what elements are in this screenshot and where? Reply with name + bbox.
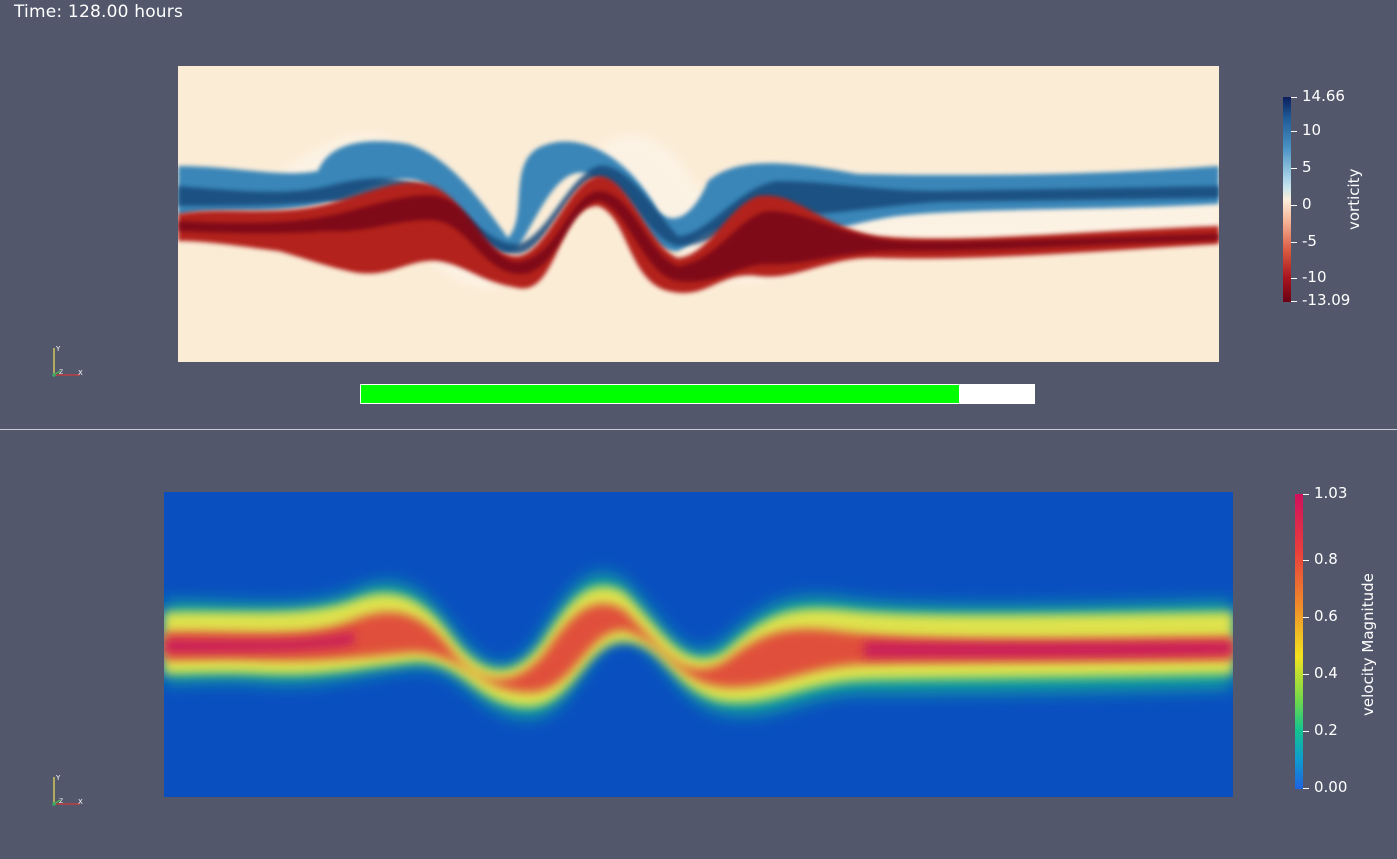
axis-z-label: Z <box>59 369 63 376</box>
time-annotation: Time: 128.00 hours <box>14 2 184 22</box>
vorticity-colorbar[interactable]: vorticity 14.66 10 5 0 -5 -10 -13.09 <box>1283 89 1363 308</box>
vorticity-plot <box>178 66 1219 362</box>
vorticity-colorbar-tick <box>1291 205 1297 206</box>
velocity-colorbar-tick-label: 0.6 <box>1314 607 1338 625</box>
axis-y-label: Y <box>55 345 61 353</box>
vorticity-colorbar-tick <box>1291 168 1297 169</box>
velocity-core-magenta <box>164 632 1233 657</box>
axis-y-label: Y <box>55 774 61 782</box>
vorticity-core-blue <box>178 165 1219 254</box>
vorticity-core-red <box>178 191 1219 282</box>
velocity-plot <box>164 492 1233 797</box>
progress-bar <box>360 384 1035 404</box>
velocity-colorbar-gradient <box>1295 494 1303 789</box>
orientation-axes-bottom: Y Z X <box>48 773 88 813</box>
positive-vorticity-band <box>178 141 1219 254</box>
progress-bar-fill <box>361 385 960 403</box>
velocity-colorbar-tick-label: 0.00 <box>1314 778 1348 796</box>
vorticity-colorbar-tick-label: 10 <box>1302 121 1322 139</box>
axis-x-label: X <box>78 798 83 806</box>
velocity-colorbar-tick <box>1303 560 1309 561</box>
vorticity-colorbar-tick-label: -5 <box>1302 232 1317 250</box>
velocity-colorbar[interactable]: velocity Magnitude 1.03 0.8 0.6 0.4 0.2 0.00 <box>1295 486 1395 795</box>
velocity-colorbar-tick-label: 0.8 <box>1314 550 1338 568</box>
orientation-axes-top: Y Z X <box>48 344 88 384</box>
viewport-divider[interactable] <box>0 429 1397 430</box>
vorticity-colorbar-tick-label: 14.66 <box>1302 87 1345 105</box>
velocity-colorbar-tick <box>1303 788 1309 789</box>
velocity-colorbar-tick <box>1303 674 1309 675</box>
axis-x-label: X <box>78 369 83 377</box>
velocity-colorbar-tick-label: 1.03 <box>1314 484 1348 502</box>
velocity-high-region <box>164 586 1233 708</box>
vorticity-colorbar-tick-label: -10 <box>1302 268 1327 286</box>
velocity-colorbar-tick <box>1303 731 1309 732</box>
velocity-colorbar-tick-label: 0.4 <box>1314 664 1338 682</box>
velocity-colorbar-tick <box>1303 617 1309 618</box>
vorticity-colorbar-tick <box>1291 301 1297 302</box>
velocity-colorbar-tick-label: 0.2 <box>1314 721 1338 739</box>
vorticity-colorbar-gradient <box>1283 97 1291 302</box>
vorticity-colorbar-tick-label: 0 <box>1302 195 1312 213</box>
velocity-shear-layer <box>164 574 1233 718</box>
vorticity-colorbar-tick <box>1291 278 1297 279</box>
vorticity-viewport[interactable]: vorticity 14.66 10 5 0 -5 -10 -13.09 Y Z X <box>0 0 1397 428</box>
vorticity-colorbar-tick <box>1291 242 1297 243</box>
vorticity-colorbar-tick-label: -13.09 <box>1302 291 1351 309</box>
vorticity-colorbar-tick <box>1291 97 1297 98</box>
vorticity-field <box>178 66 1219 362</box>
velocity-colorbar-tick <box>1303 494 1309 495</box>
vorticity-colorbar-title: vorticity <box>1345 168 1363 230</box>
velocity-colorbar-title: velocity Magnitude <box>1359 573 1377 716</box>
axis-z-label: Z <box>59 798 63 805</box>
velocity-viewport[interactable]: velocity Magnitude 1.03 0.8 0.6 0.4 0.2 0.00 … <box>0 430 1397 859</box>
velocity-field <box>164 492 1233 797</box>
vorticity-colorbar-tick-label: 5 <box>1302 158 1312 176</box>
vorticity-colorbar-tick <box>1291 131 1297 132</box>
